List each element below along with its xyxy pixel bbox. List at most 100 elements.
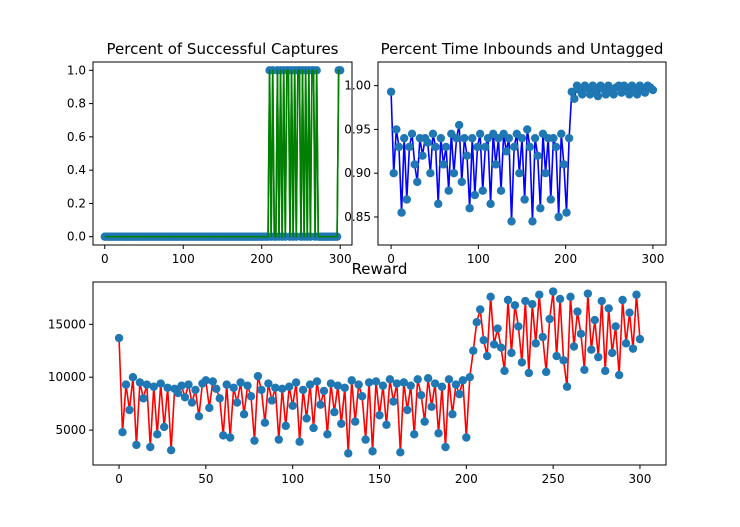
reward-point	[489, 340, 499, 349]
inbounds-point	[625, 90, 634, 99]
reward-point	[538, 332, 547, 342]
inbounds-axes-frame	[377, 61, 667, 246]
inbounds-point	[457, 177, 466, 187]
reward-point	[378, 381, 388, 390]
reward-point	[403, 405, 412, 415]
reward-point	[541, 367, 551, 377]
inbounds-point	[418, 151, 427, 160]
reward-point	[573, 307, 582, 316]
inbounds-y-tick-label: 0.95	[344, 122, 371, 136]
reward-point	[441, 442, 450, 452]
reward-point	[128, 373, 138, 382]
reward-point	[389, 397, 398, 406]
reward-point	[611, 322, 620, 331]
reward-point	[382, 420, 391, 429]
inbounds-y-tick-label: 1.00	[344, 79, 371, 93]
reward-point	[451, 380, 461, 389]
inbounds-point	[434, 199, 443, 209]
captures-title: Percent of Successful Captures	[107, 40, 339, 58]
inbounds-point	[478, 186, 487, 195]
inbounds-point	[452, 133, 461, 143]
inbounds-point	[504, 133, 514, 143]
inbounds-point	[564, 133, 574, 143]
reward-point	[191, 385, 200, 395]
reward-point	[260, 418, 270, 427]
reward-point	[597, 296, 606, 306]
reward-point	[330, 407, 339, 417]
captures-y-tick-label: 0.0	[67, 230, 86, 244]
reward-point	[566, 292, 575, 302]
reward-point	[364, 378, 374, 387]
reward-point	[625, 308, 634, 317]
captures-x-tick-label: 200	[250, 252, 273, 266]
reward-point	[340, 383, 349, 392]
reward-point	[444, 375, 454, 384]
reward-point	[628, 344, 638, 353]
reward-point	[545, 314, 554, 324]
reward-point	[239, 410, 249, 419]
inbounds-point	[530, 133, 540, 143]
reward-point	[326, 379, 336, 388]
inbounds-point	[389, 169, 398, 178]
reward-point	[243, 381, 252, 390]
reward-point	[521, 296, 530, 306]
reward-point	[375, 411, 384, 420]
reward-y-tick-label: 10000	[48, 370, 86, 384]
reward-point	[632, 290, 641, 299]
reward-point	[281, 421, 290, 431]
reward-point	[583, 289, 593, 298]
captures-x-tick-label: 0	[101, 252, 109, 266]
reward-point	[229, 383, 238, 392]
reward-point	[305, 380, 315, 389]
reward-point	[607, 348, 617, 358]
reward-title: Reward	[352, 260, 408, 278]
inbounds-point	[386, 87, 396, 96]
reward-point	[246, 392, 256, 401]
captures-y-tick-label: 0.8	[67, 97, 86, 111]
reward-point	[462, 433, 471, 442]
reward-point	[410, 430, 419, 439]
inbounds-point	[475, 129, 485, 138]
captures-x-tick-label: 300	[329, 252, 352, 266]
inbounds-x-tick-label: 300	[641, 252, 664, 266]
inbounds-x-tick-label: 0	[387, 252, 395, 266]
reward-point	[434, 429, 443, 438]
reward-point	[618, 295, 627, 305]
reward-point	[205, 403, 214, 413]
reward-point	[455, 389, 464, 399]
inbounds-point	[507, 217, 516, 226]
reward-markers	[114, 287, 645, 458]
reward-point	[399, 378, 409, 387]
reward-point	[215, 394, 224, 403]
reward-point	[594, 352, 603, 362]
inbounds-point	[557, 129, 566, 138]
reward-point	[517, 358, 527, 367]
reward-point	[139, 394, 148, 403]
reward-point	[427, 402, 436, 412]
inbounds-point	[462, 151, 472, 160]
inbounds-point	[426, 169, 435, 178]
reward-point	[295, 437, 304, 446]
inbounds-point	[562, 208, 571, 217]
reward-point	[503, 295, 513, 305]
reward-point	[476, 305, 485, 314]
reward-point	[469, 346, 478, 355]
reward-point	[257, 385, 266, 395]
reward-point	[166, 445, 176, 455]
inbounds-point	[520, 195, 529, 204]
reward-point	[448, 410, 457, 419]
reward-chart: Reward 0 50 100 150 200 250 300 5000 10000 15000	[48, 260, 667, 486]
reward-point	[552, 351, 561, 361]
reward-point	[350, 417, 360, 426]
reward-point	[156, 379, 165, 388]
reward-point	[201, 376, 211, 385]
inbounds-point	[460, 133, 469, 143]
reward-x-tick-label: 100	[281, 472, 304, 486]
inbounds-point	[428, 129, 438, 138]
reward-point	[493, 324, 502, 333]
reward-point	[278, 384, 287, 394]
reward-point	[472, 318, 481, 327]
reward-point	[500, 366, 509, 376]
reward-point	[236, 378, 245, 387]
reward-point	[482, 351, 492, 361]
